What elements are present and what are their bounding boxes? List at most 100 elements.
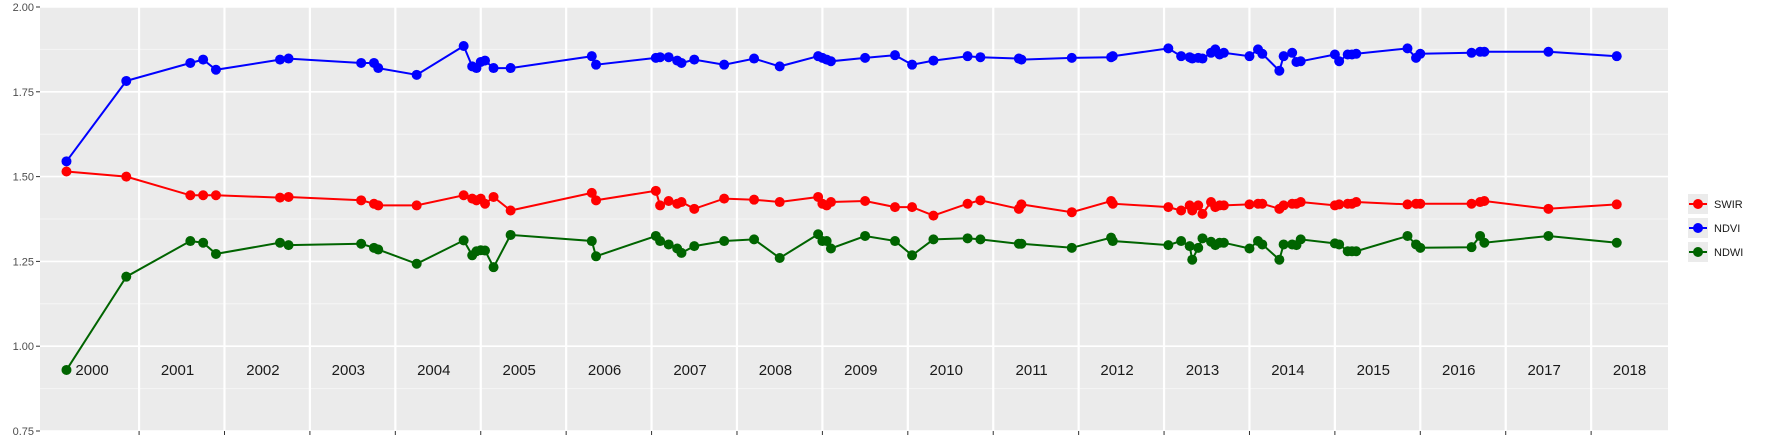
series-ndvi bbox=[61, 41, 1622, 167]
data-point bbox=[356, 238, 367, 249]
data-point bbox=[719, 193, 730, 204]
x-tick-label: 2005 bbox=[502, 362, 535, 379]
y-tick-label: 1.50 bbox=[13, 172, 34, 184]
data-point bbox=[774, 61, 785, 72]
data-point bbox=[283, 53, 294, 64]
data-point bbox=[1611, 199, 1622, 210]
data-point bbox=[121, 75, 132, 86]
data-point bbox=[650, 185, 661, 196]
legend-key-point bbox=[1693, 199, 1703, 209]
data-point bbox=[591, 195, 602, 206]
data-point bbox=[1479, 237, 1490, 248]
data-point bbox=[1415, 242, 1426, 253]
data-point bbox=[825, 243, 836, 254]
data-point bbox=[1193, 242, 1204, 253]
data-point bbox=[185, 236, 196, 247]
data-point bbox=[663, 239, 674, 250]
data-point bbox=[61, 364, 72, 375]
data-point bbox=[505, 63, 516, 74]
data-point bbox=[1334, 56, 1345, 67]
data-point bbox=[121, 171, 132, 182]
data-point bbox=[1257, 48, 1268, 59]
data-point bbox=[1543, 230, 1554, 241]
data-point bbox=[1197, 208, 1208, 219]
y-tick-label: 1.75 bbox=[13, 87, 34, 99]
x-tick-label: 2003 bbox=[332, 362, 365, 379]
data-point bbox=[749, 53, 760, 64]
data-point bbox=[860, 196, 871, 207]
data-point bbox=[962, 198, 973, 209]
data-point bbox=[1274, 65, 1285, 76]
data-point bbox=[198, 54, 209, 65]
data-point bbox=[1187, 254, 1198, 265]
legend-key-point bbox=[1693, 247, 1703, 257]
data-point bbox=[1278, 200, 1289, 211]
data-point bbox=[458, 41, 469, 52]
data-point bbox=[480, 55, 491, 66]
data-point bbox=[458, 235, 469, 246]
data-point bbox=[1611, 51, 1622, 62]
data-point bbox=[663, 52, 674, 63]
data-point bbox=[411, 258, 422, 269]
data-point bbox=[1543, 46, 1554, 57]
data-point bbox=[185, 190, 196, 201]
x-tick-label: 2009 bbox=[844, 362, 877, 379]
data-point bbox=[591, 59, 602, 70]
series-layer bbox=[61, 41, 1622, 375]
legend-item-ndvi: NDVI bbox=[1688, 218, 1740, 238]
data-point bbox=[505, 229, 516, 240]
data-point bbox=[275, 54, 286, 65]
x-axis: 2000 2001 2002 2003 2004 2005 2006 2007 2008 2009… bbox=[75, 362, 1646, 435]
data-point bbox=[1402, 199, 1413, 210]
data-point bbox=[185, 57, 196, 68]
x-tick-label: 2016 bbox=[1442, 362, 1475, 379]
data-point bbox=[975, 52, 986, 63]
data-point bbox=[962, 51, 973, 62]
data-point bbox=[1176, 205, 1187, 216]
data-point bbox=[1402, 230, 1413, 241]
data-point bbox=[373, 63, 384, 74]
x-tick-label: 2004 bbox=[417, 362, 450, 379]
data-point bbox=[586, 187, 597, 198]
data-point bbox=[860, 230, 871, 241]
data-point bbox=[1218, 47, 1229, 58]
x-tick-label: 2018 bbox=[1613, 362, 1646, 379]
data-point bbox=[825, 197, 836, 208]
x-tick-label: 2001 bbox=[161, 362, 194, 379]
data-point bbox=[1334, 239, 1345, 250]
x-tick-label: 2007 bbox=[673, 362, 706, 379]
data-point bbox=[907, 202, 918, 213]
data-point bbox=[373, 200, 384, 211]
data-point bbox=[198, 237, 209, 248]
legend-label: NDWI bbox=[1714, 247, 1743, 259]
data-point bbox=[1016, 238, 1027, 249]
data-point bbox=[1278, 239, 1289, 250]
data-point bbox=[1107, 236, 1118, 247]
y-tick-label: 0.75 bbox=[13, 426, 34, 438]
data-point bbox=[275, 192, 286, 203]
series-ndwi bbox=[61, 229, 1622, 375]
data-point bbox=[1016, 54, 1027, 65]
data-point bbox=[663, 196, 674, 207]
data-point bbox=[655, 236, 666, 247]
data-point bbox=[1107, 51, 1118, 62]
y-tick-label: 2.00 bbox=[13, 2, 34, 14]
data-point bbox=[1415, 48, 1426, 59]
data-point bbox=[889, 50, 900, 61]
data-point bbox=[928, 55, 939, 66]
data-point bbox=[1351, 246, 1362, 257]
data-point bbox=[458, 190, 469, 201]
data-point bbox=[373, 244, 384, 255]
data-point bbox=[1107, 198, 1118, 209]
data-point bbox=[821, 236, 832, 247]
data-point bbox=[61, 166, 72, 177]
data-point bbox=[907, 59, 918, 70]
data-point bbox=[1351, 48, 1362, 59]
data-point bbox=[825, 56, 836, 67]
y-tick-label: 1.25 bbox=[13, 256, 34, 268]
data-point bbox=[488, 63, 499, 74]
data-point bbox=[1066, 52, 1077, 63]
data-point bbox=[488, 191, 499, 202]
data-point bbox=[676, 197, 687, 208]
